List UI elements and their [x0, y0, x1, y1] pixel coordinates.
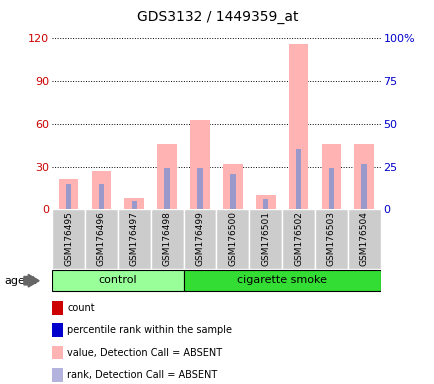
Text: GSM176503: GSM176503	[326, 211, 335, 266]
Bar	[230, 174, 235, 209]
Text: GSM176498: GSM176498	[162, 211, 171, 266]
Bar	[216, 209, 249, 269]
Text: cigarette smoke: cigarette smoke	[237, 275, 326, 285]
Text: GDS3132 / 1449359_at: GDS3132 / 1449359_at	[136, 10, 298, 23]
Bar	[288, 44, 308, 209]
Bar	[282, 209, 314, 269]
Bar	[150, 209, 183, 269]
Bar	[197, 168, 202, 209]
Bar	[99, 184, 104, 209]
Bar	[249, 209, 281, 269]
Bar	[354, 144, 373, 209]
Bar	[314, 209, 347, 269]
Bar	[85, 209, 118, 269]
Text: GSM176495: GSM176495	[64, 211, 73, 266]
Bar	[59, 179, 78, 209]
Text: count: count	[67, 303, 95, 313]
Bar	[328, 168, 333, 209]
Bar	[66, 184, 71, 209]
Bar	[361, 164, 366, 209]
Text: GSM176504: GSM176504	[359, 211, 368, 266]
Text: GSM176496: GSM176496	[97, 211, 106, 266]
Text: agent: agent	[4, 276, 36, 286]
Bar	[321, 144, 340, 209]
Bar	[157, 144, 177, 209]
Text: GSM176500: GSM176500	[228, 211, 237, 266]
Bar	[223, 164, 242, 209]
Text: GSM176497: GSM176497	[129, 211, 138, 266]
Bar	[295, 149, 301, 209]
Bar	[255, 195, 275, 209]
Bar	[183, 209, 216, 269]
Bar	[124, 198, 144, 209]
Bar	[118, 209, 150, 269]
Bar	[52, 209, 85, 269]
Bar	[183, 270, 380, 291]
Text: GSM176501: GSM176501	[260, 211, 270, 266]
Text: GSM176499: GSM176499	[195, 211, 204, 266]
Bar	[52, 270, 183, 291]
Text: GSM176502: GSM176502	[293, 211, 302, 266]
Text: value, Detection Call = ABSENT: value, Detection Call = ABSENT	[67, 348, 222, 358]
Text: percentile rank within the sample: percentile rank within the sample	[67, 325, 232, 335]
Bar	[190, 119, 209, 209]
Bar	[131, 201, 137, 209]
Bar	[262, 199, 268, 209]
Text: rank, Detection Call = ABSENT: rank, Detection Call = ABSENT	[67, 370, 217, 380]
Bar	[347, 209, 380, 269]
Bar	[92, 171, 111, 209]
Bar	[164, 168, 170, 209]
Text: control: control	[99, 275, 137, 285]
